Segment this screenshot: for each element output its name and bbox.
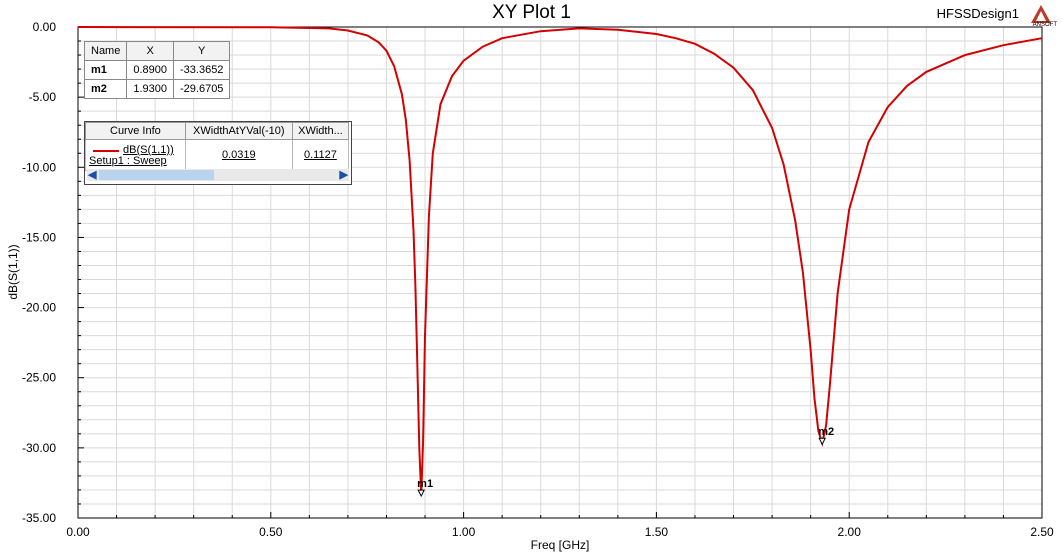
x-tick-label: 0.50: [259, 525, 283, 539]
curve-info-header: Curve Info: [85, 122, 186, 140]
marker-table: Name X Y m1 0.8900 -33.3652 m2 1.9300 -2…: [83, 41, 231, 99]
scroll-thumb[interactable]: [99, 170, 214, 180]
marker-x: 0.8900: [126, 60, 174, 80]
curve-setup: Setup1 : Sweep: [89, 155, 167, 167]
design-name: HFSSDesign1: [936, 6, 1019, 21]
y-axis-label: dB(S(1,1)): [6, 244, 20, 299]
logo-text: ANSOFT: [1032, 22, 1057, 28]
y-tick-label: 0.00: [33, 20, 57, 34]
xwidth-header: XWidthAtYVal(-10): [184, 122, 293, 140]
marker-row[interactable]: m2 1.9300 -29.6705: [83, 79, 231, 99]
y-tick-label: -15.00: [22, 230, 56, 244]
y-tick-label: -20.00: [22, 301, 56, 315]
y-tick-label: -30.00: [22, 441, 56, 455]
axis-ticks: 0.00 0.50 1.00 1.50 2.00 2.50 0.00 -5.00 -10.00 -…: [22, 20, 1054, 539]
curve-name: dB(S(1,1)): [123, 144, 174, 156]
curve-name-cell: dB(S(1,1)) Setup1 : Sweep: [85, 139, 186, 171]
marker-col-name: Name: [83, 41, 128, 61]
marker-x: 1.9300: [126, 79, 174, 99]
curve-info-row[interactable]: dB(S(1,1)) Setup1 : Sweep 0.0319 0.1127: [85, 139, 350, 171]
horizontal-scrollbar[interactable]: ◀ ▶: [87, 169, 349, 181]
marker-name: m1: [83, 60, 128, 80]
x-tick-label: 2.00: [838, 525, 862, 539]
marker-label: m2: [818, 426, 834, 438]
marker-y: -29.6705: [172, 79, 231, 99]
scroll-left-icon[interactable]: ◀: [88, 169, 97, 181]
marker-label: m1: [417, 478, 433, 490]
y-tick-label: -25.00: [22, 371, 56, 385]
xwidth-value: 0.0319: [184, 139, 293, 171]
y-tick-label: -10.00: [22, 160, 56, 174]
x-axis-label: Freq [GHz]: [531, 538, 590, 552]
marker-row[interactable]: m1 0.8900 -33.3652: [83, 60, 231, 80]
xwidth2-value: 0.1127: [291, 139, 350, 171]
x-tick-label: 1.50: [645, 525, 669, 539]
marker-y: -33.3652: [172, 60, 231, 80]
plot-title: XY Plot 1: [492, 2, 571, 23]
x-tick-label: 1.00: [452, 525, 476, 539]
ansoft-logo-icon: [1031, 5, 1051, 23]
curve-legend-swatch: [93, 149, 119, 152]
y-tick-label: -5.00: [29, 90, 57, 104]
x-tick-label: 2.50: [1030, 525, 1054, 539]
marker-triangle-icon[interactable]: [417, 489, 425, 498]
marker-group: m1 m2: [417, 426, 834, 498]
marker-triangle-icon[interactable]: [818, 437, 827, 446]
grid-lines: [77, 26, 1043, 519]
y-tick-label: -35.00: [22, 511, 56, 525]
s11-curve: [77, 26, 1043, 496]
marker-name: m2: [83, 79, 128, 99]
x-tick-label: 0.00: [66, 525, 90, 539]
plot-frame: [77, 26, 1043, 519]
xwidth2-header: XWidth...: [291, 122, 350, 140]
marker-col-y: Y: [172, 41, 231, 61]
scroll-right-icon[interactable]: ▶: [339, 169, 348, 181]
curve-info-panel[interactable]: Curve Info XWidthAtYVal(-10) XWidth... d…: [84, 121, 352, 185]
marker-col-x: X: [126, 41, 174, 61]
